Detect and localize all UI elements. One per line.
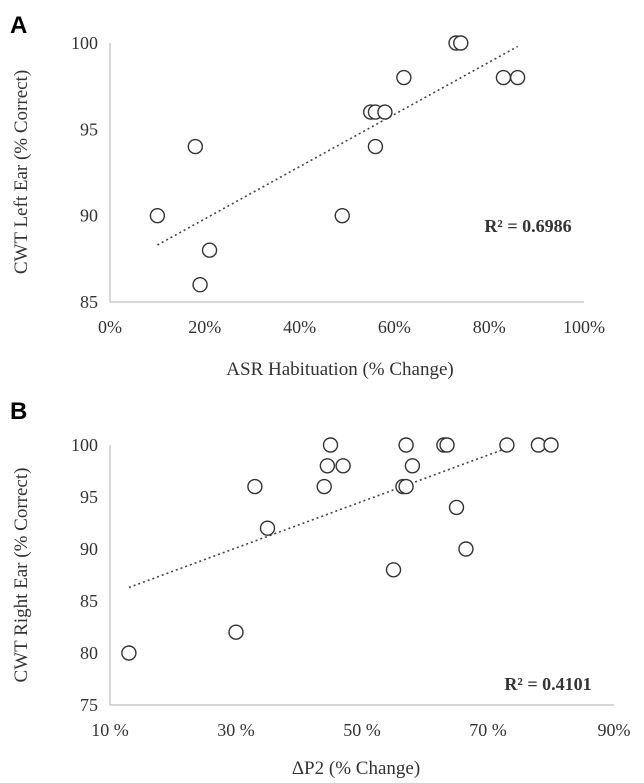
chart-b-data-point <box>439 437 455 453</box>
chart-a-r2-label: R² = 0.6986 <box>484 216 571 236</box>
chart-a-x-tick-label: 40% <box>283 317 316 337</box>
chart-b-y-tick-label: 85 <box>80 591 98 611</box>
chart-b-data-point <box>259 520 276 536</box>
chart-b-data-point <box>458 541 474 557</box>
chart-a-data-point <box>453 35 469 51</box>
chart-b: ΔP2 (% Change) CWT Right Ear (% Correct)… <box>11 435 631 779</box>
chart-b-x-tick-label: 10 % <box>91 720 129 740</box>
chart-b-data-point <box>398 478 414 495</box>
chart-b-data-point <box>319 458 336 474</box>
chart-b-y-tick-label: 100 <box>71 435 98 455</box>
panel-letter-a: A <box>10 12 27 39</box>
chart-b-data-point <box>322 437 339 453</box>
chart-b-data-point <box>543 437 559 453</box>
chart-b-data-point <box>499 437 515 453</box>
chart-a-data-point <box>367 138 384 155</box>
chart-b-trendline <box>128 447 508 589</box>
chart-a-data-point <box>201 242 218 258</box>
panel-letter-b: B <box>10 398 27 425</box>
chart-a-y-title: CWT Left Ear (% Correct) <box>11 70 32 274</box>
chart-a: ASR Habituation (% Change) CWT Left Ear … <box>11 33 605 380</box>
chart-a-data-point <box>149 207 166 224</box>
chart-b-r2-label: R² = 0.4101 <box>504 674 591 694</box>
chart-a-y-tick-label: 85 <box>80 292 98 312</box>
chart-a-x-tick-label: 80% <box>473 317 506 337</box>
chart-b-y-tick-label: 80 <box>80 643 98 663</box>
chart-b-x-tick-label: 30 % <box>217 720 255 740</box>
chart-b-y-tick-label: 95 <box>80 487 98 507</box>
chart-a-x-title: ASR Habituation (% Change) <box>226 359 453 380</box>
chart-a-data-point <box>334 207 350 224</box>
chart-a-trendline <box>157 45 519 246</box>
chart-a-data-point <box>509 69 526 86</box>
chart-a-x-tick-label: 60% <box>378 317 411 337</box>
chart-b-y-tick-label: 75 <box>80 695 98 715</box>
chart-b-y-title: CWT Right Ear (% Correct) <box>11 468 32 683</box>
chart-a-x-tick-label: 100% <box>563 317 605 337</box>
chart-b-data-point <box>228 624 244 640</box>
chart-b-x-tick-label: 70 % <box>469 720 507 740</box>
chart-a-y-tick-label: 95 <box>80 119 98 139</box>
chart-a-y-tick-label: 100 <box>71 33 98 53</box>
chart-b-x-title: ΔP2 (% Change) <box>292 758 420 779</box>
chart-b-data-point <box>398 437 414 453</box>
chart-b-x-tick-label: 90% <box>598 720 631 740</box>
chart-a-y-tick-label: 90 <box>80 206 98 226</box>
chart-a-data-point <box>495 69 512 86</box>
chart-b-data-point <box>448 499 465 516</box>
chart-a-data-point <box>396 69 412 86</box>
chart-a-data-point <box>187 138 204 155</box>
chart-b-data-point <box>316 478 332 495</box>
chart-b-x-tick-label: 50 % <box>343 720 381 740</box>
chart-b-data-point <box>121 645 137 661</box>
chart-b-data-point <box>335 458 351 474</box>
chart-a-data-point <box>377 104 393 120</box>
chart-b-y-tick-label: 90 <box>80 539 98 559</box>
chart-a-x-tick-label: 0% <box>98 317 122 337</box>
chart-b-data-point <box>404 458 421 474</box>
chart-a-x-tick-label: 20% <box>188 317 221 337</box>
chart-b-data-point <box>385 562 402 578</box>
chart-a-data-point <box>192 277 208 293</box>
chart-b-data-point <box>247 478 263 495</box>
